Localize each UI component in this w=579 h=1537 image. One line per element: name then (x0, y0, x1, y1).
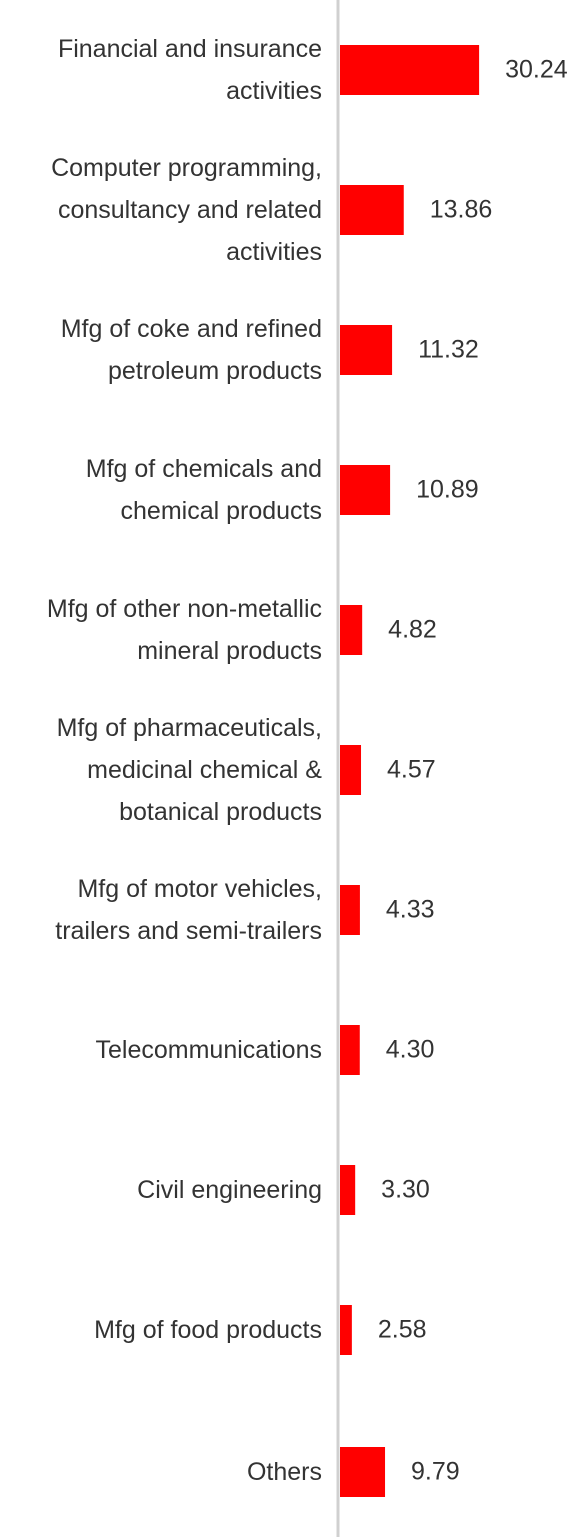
value-label: 13.86 (429, 195, 493, 224)
value-label: 10.89 (416, 475, 479, 504)
value-label: 4.33 (385, 895, 435, 924)
bar (340, 185, 404, 235)
value-label: 4.30 (385, 1035, 435, 1064)
bar (340, 1447, 386, 1497)
category-label: Financial and insurance activities (57, 35, 322, 105)
bar (340, 465, 391, 515)
bar (340, 1305, 352, 1355)
value-label: 30.24 (505, 55, 568, 84)
bar (340, 1165, 356, 1215)
bar (340, 325, 393, 375)
category-label: Mfg of chemicals and chemical products (85, 455, 322, 525)
category-label: Civil engineering (137, 1176, 322, 1204)
category-label: Mfg of pharmaceuticals, medicinal chemic… (56, 714, 322, 826)
category-label: Mfg of motor vehicles, trailers and semi… (55, 875, 322, 945)
category-label: Mfg of coke and refined petroleum produc… (60, 315, 322, 385)
bar (340, 745, 362, 795)
category-label: Mfg of other non-metallic mineral produc… (46, 595, 322, 665)
value-label: 9.79 (411, 1457, 460, 1486)
bar (340, 1025, 360, 1075)
category-label: Telecommunications (95, 1036, 323, 1064)
bar (340, 45, 480, 95)
bar (340, 605, 363, 655)
category-label: Computer programming, consultancy and re… (51, 154, 322, 266)
category-label: Mfg of food products (94, 1316, 322, 1344)
value-label: 11.32 (418, 335, 479, 364)
category-label: Others (246, 1458, 322, 1486)
value-label: 4.57 (387, 755, 436, 784)
bar (340, 885, 360, 935)
value-label: 3.30 (381, 1175, 430, 1204)
value-label: 4.82 (388, 615, 437, 644)
value-label: 2.58 (377, 1315, 427, 1344)
